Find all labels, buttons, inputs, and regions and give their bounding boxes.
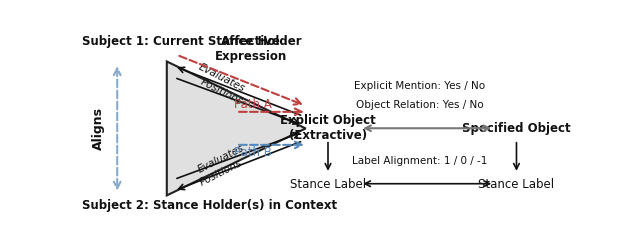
Text: Explicit Object
(Extractive): Explicit Object (Extractive) bbox=[280, 114, 376, 142]
Text: Subject 1: Current Stance Holder: Subject 1: Current Stance Holder bbox=[83, 35, 302, 48]
Text: Stance Label: Stance Label bbox=[290, 178, 366, 191]
Text: Affective
Expression: Affective Expression bbox=[215, 35, 287, 63]
Text: Label Alignment: 1 / 0 / -1: Label Alignment: 1 / 0 / -1 bbox=[352, 157, 488, 166]
Text: Path A: Path A bbox=[234, 98, 271, 111]
Text: Evaluates: Evaluates bbox=[196, 61, 246, 94]
Text: Aligns: Aligns bbox=[92, 107, 106, 150]
Text: Positions: Positions bbox=[198, 158, 244, 188]
Text: Subject 2: Stance Holder(s) in Context: Subject 2: Stance Holder(s) in Context bbox=[83, 199, 338, 212]
Text: Explicit Mention: Yes / No: Explicit Mention: Yes / No bbox=[354, 81, 485, 91]
Text: Object Relation: Yes / No: Object Relation: Yes / No bbox=[356, 100, 484, 110]
Text: Stance Label: Stance Label bbox=[479, 178, 554, 191]
Text: Positions: Positions bbox=[198, 77, 244, 107]
Text: Evaluates: Evaluates bbox=[196, 143, 246, 175]
Text: Path B: Path B bbox=[234, 147, 271, 159]
Polygon shape bbox=[167, 61, 306, 196]
Text: Specified Object: Specified Object bbox=[462, 122, 571, 135]
